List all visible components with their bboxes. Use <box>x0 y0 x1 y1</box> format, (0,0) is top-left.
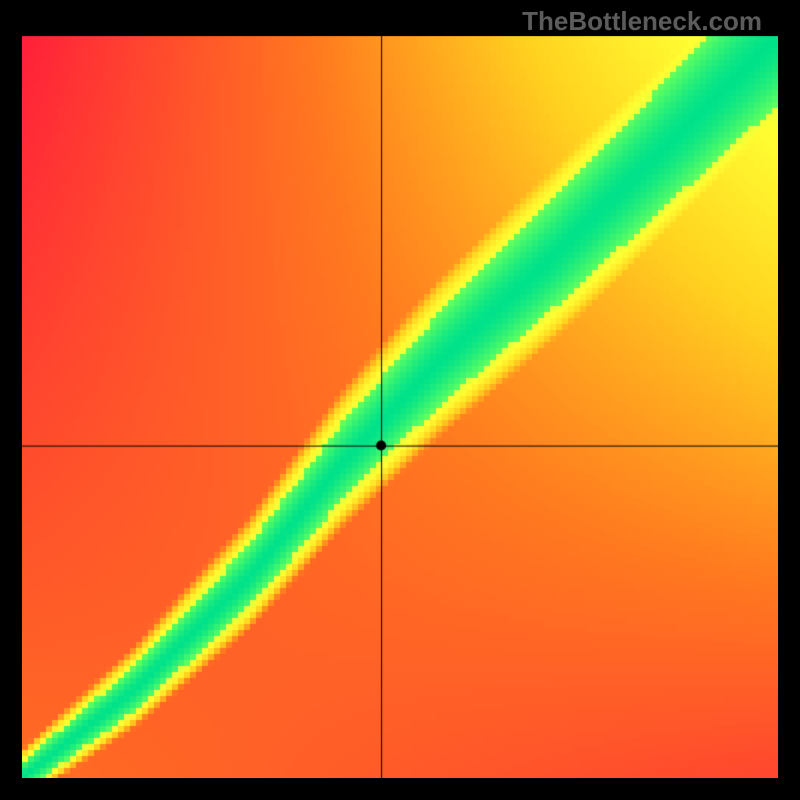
frame-border-right <box>778 0 800 800</box>
frame-border-left <box>0 0 22 800</box>
bottleneck-heatmap <box>0 0 800 800</box>
watermark-text: TheBottleneck.com <box>522 6 762 37</box>
frame-border-bottom <box>0 778 800 800</box>
